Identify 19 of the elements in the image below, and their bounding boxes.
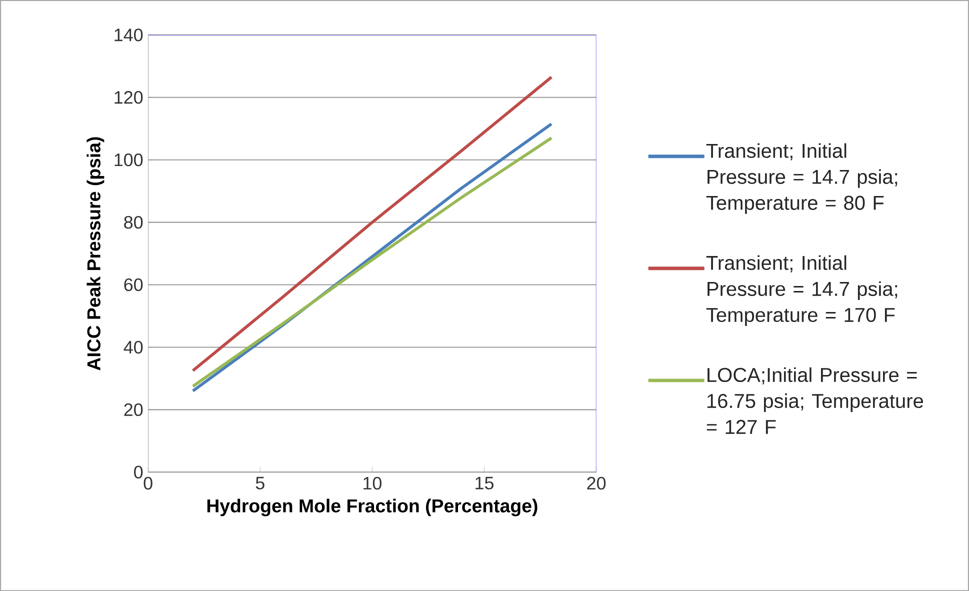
legend-label: LOCA;Initial Pressure = 16.75 psia; Temperature = 127 F [706, 367, 924, 434]
y-tick-label: 140 [114, 28, 143, 42]
legend-label: Transient; Initial Pressure = 14.7 psia; Temperature = 170 F [706, 255, 898, 326]
x-tick-label: 20 [587, 476, 606, 490]
y-tick-label: 0 [134, 466, 143, 478]
y-tick-label: 60 [124, 278, 143, 292]
x-tick-label: 5 [256, 476, 264, 490]
x-axis-title: Hydrogen Mole Fraction (Percentage) [207, 498, 538, 516]
y-axis-title: AICC Peak Pressure (psia) [86, 137, 104, 370]
y-tick-label: 80 [124, 216, 143, 229]
x-tick-label: 15 [476, 476, 494, 490]
y-tick-label: 20 [124, 403, 143, 416]
line-series [191, 76, 553, 372]
y-tick-label: 100 [114, 153, 143, 166]
y-tick-label: 120 [114, 90, 143, 104]
x-tick-label: 0 [144, 476, 152, 490]
legend-label: Transient; Initial Pressure = 14.7 psia; Temperature = 80 F [706, 143, 898, 214]
x-tick-label: 10 [364, 476, 382, 490]
y-tick-label: 40 [124, 340, 143, 354]
